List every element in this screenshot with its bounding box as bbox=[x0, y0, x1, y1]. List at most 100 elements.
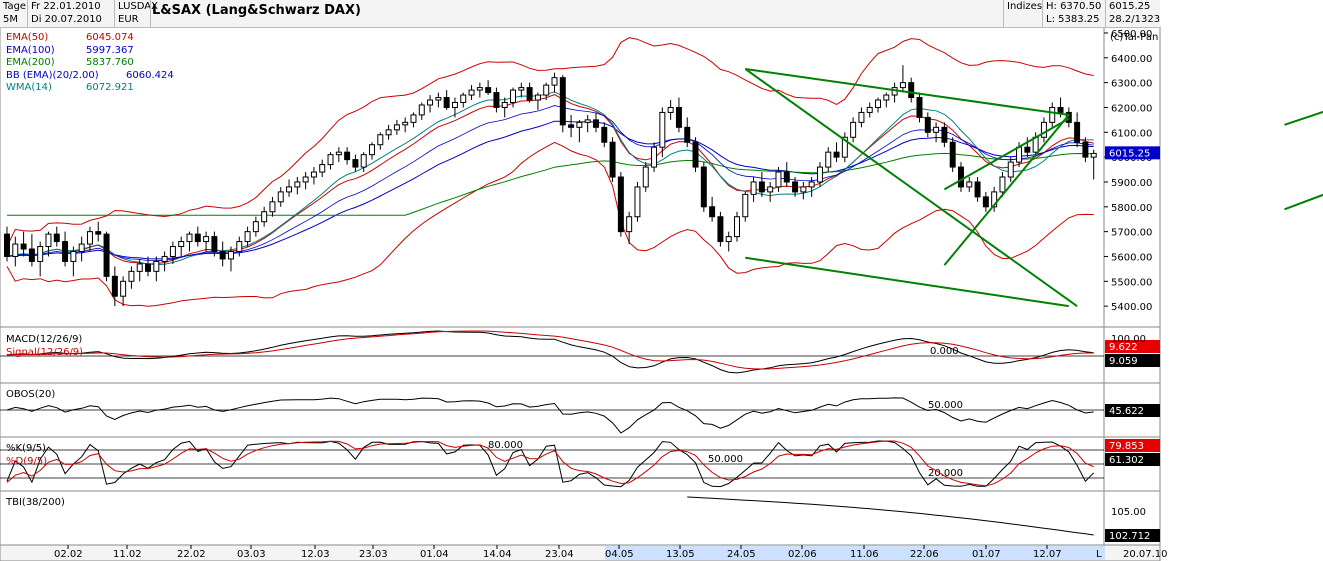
last-price-badge bbox=[1105, 146, 1160, 160]
candle-body bbox=[800, 186, 807, 193]
candle-body bbox=[866, 106, 873, 113]
candle-body bbox=[974, 181, 981, 198]
high-label: H: 6370.50 bbox=[1046, 1, 1102, 12]
candle-body bbox=[161, 255, 168, 262]
candle-body bbox=[277, 191, 284, 203]
candle-body bbox=[418, 104, 425, 116]
candle-body bbox=[875, 99, 882, 108]
candle-body bbox=[393, 124, 400, 131]
candle-body bbox=[1082, 141, 1089, 158]
candle-body bbox=[592, 119, 599, 128]
candle-body bbox=[194, 233, 201, 243]
candle-body bbox=[95, 231, 102, 235]
candle-body bbox=[559, 77, 566, 126]
candle-body bbox=[1090, 152, 1097, 158]
candle-body bbox=[28, 248, 35, 262]
tbi-tick: 105.00 bbox=[1111, 507, 1146, 518]
stoch-level-label: 50.000 bbox=[708, 454, 743, 465]
candle-body bbox=[957, 166, 964, 188]
candle-body bbox=[219, 251, 226, 260]
candle-body bbox=[369, 144, 375, 156]
candle-body bbox=[999, 176, 1006, 193]
candle-body bbox=[186, 233, 193, 243]
candle-body bbox=[435, 97, 442, 101]
candle-body bbox=[717, 216, 724, 243]
candle-body bbox=[526, 87, 533, 101]
x-tick-label: 13.05 bbox=[666, 549, 695, 560]
symbol: LUSDAX bbox=[118, 1, 158, 12]
candle-body bbox=[286, 186, 293, 193]
y-tick-label: 5900.00 bbox=[1111, 178, 1152, 189]
y-tick-label: 5600.00 bbox=[1111, 252, 1152, 263]
y-tick-label: 6300.00 bbox=[1111, 79, 1152, 90]
x-end-marker: L bbox=[1096, 549, 1102, 560]
x-tick-label: 22.06 bbox=[910, 549, 939, 560]
candle-body bbox=[933, 126, 940, 133]
candle-body bbox=[609, 141, 616, 178]
macd-signal-line bbox=[6, 330, 1094, 370]
candle-body bbox=[460, 94, 467, 104]
candle-body bbox=[991, 191, 998, 208]
candle-body bbox=[617, 176, 624, 233]
candle-body bbox=[816, 166, 823, 183]
x-axis-highlight bbox=[605, 546, 1105, 560]
candle-body bbox=[510, 89, 517, 104]
trend-channel-line bbox=[745, 256, 1069, 308]
candle-body bbox=[402, 121, 409, 126]
candle-body bbox=[385, 129, 392, 136]
y-tick-label: 6200.00 bbox=[1111, 103, 1152, 114]
candle-body bbox=[227, 251, 234, 260]
candle-body bbox=[501, 102, 508, 108]
x-tick-label: 23.04 bbox=[545, 549, 574, 560]
candle-body bbox=[734, 216, 740, 238]
candle-body bbox=[783, 171, 790, 183]
candle-body bbox=[1007, 161, 1014, 178]
currency: EUR bbox=[118, 14, 139, 25]
candle-body bbox=[684, 126, 691, 143]
candle-body bbox=[302, 176, 309, 183]
signal-label: Signal(12/26/9) bbox=[6, 347, 84, 358]
candle-body bbox=[601, 126, 608, 143]
chart-header: Tage 5M Fr 22.01.2010 Di 20.07.2010 LUSD… bbox=[0, 0, 1160, 28]
candle-body bbox=[982, 196, 989, 208]
macd-line bbox=[6, 330, 1094, 374]
candle-body bbox=[634, 186, 641, 218]
candle-body bbox=[924, 116, 931, 133]
candle-body bbox=[833, 151, 840, 158]
period-label[interactable]: Tage bbox=[3, 1, 27, 12]
candle-body bbox=[153, 260, 160, 272]
macd-label: MACD(12/26/9) bbox=[6, 334, 83, 345]
macd-value-label: 9.059 bbox=[1109, 356, 1138, 367]
legend-ema200: EMA(200) 5837.760 bbox=[6, 57, 134, 68]
interval-label[interactable]: 5M bbox=[3, 14, 18, 25]
candle-body bbox=[252, 221, 259, 233]
stoch-k-line bbox=[6, 440, 1095, 488]
candle-body bbox=[203, 236, 210, 243]
y-tick-label: 5700.00 bbox=[1111, 228, 1152, 239]
last-price-label: 6015.25 bbox=[1109, 148, 1150, 159]
candle-body bbox=[667, 106, 674, 113]
candle-body bbox=[128, 270, 135, 282]
candle-body bbox=[1040, 121, 1047, 138]
x-tick-label: 02.06 bbox=[788, 549, 817, 560]
y-tick-label: 5500.00 bbox=[1111, 277, 1152, 288]
candle-body bbox=[86, 231, 93, 245]
candle-body bbox=[899, 82, 906, 89]
candle-body bbox=[269, 201, 276, 213]
x-tick-label: 14.04 bbox=[483, 549, 512, 560]
stoch-value-label: 79.853 bbox=[1109, 441, 1144, 452]
x-tick-label: 20.07.10 bbox=[1123, 549, 1168, 560]
bollinger-lower-line bbox=[6, 141, 1094, 307]
trend-channel-line bbox=[744, 68, 1078, 307]
candle-body bbox=[742, 193, 749, 218]
candle-body bbox=[70, 251, 77, 262]
candle-body bbox=[136, 263, 143, 272]
legend-ema50: EMA(50) 6045.074 bbox=[6, 32, 134, 43]
x-tick-label: 22.02 bbox=[177, 549, 206, 560]
candle-body bbox=[626, 216, 633, 233]
candle-body bbox=[883, 94, 890, 101]
bollinger-mid-line bbox=[6, 105, 1094, 262]
candle-body bbox=[700, 166, 707, 208]
y-tick-label: 6400.00 bbox=[1111, 54, 1152, 65]
candle-body bbox=[941, 126, 948, 143]
